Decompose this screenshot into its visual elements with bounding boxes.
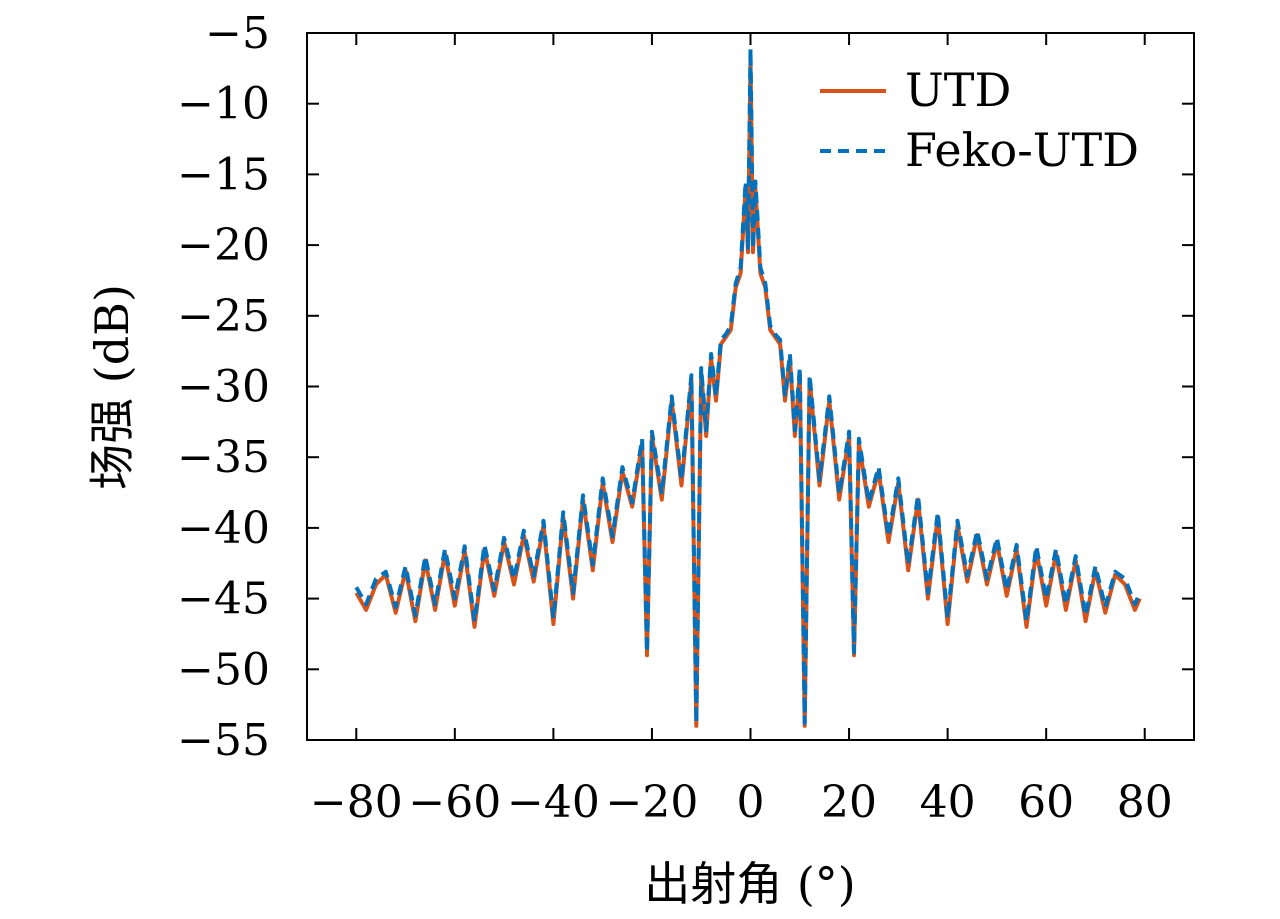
legend-label-utd: UTD — [905, 63, 1011, 117]
x-tick-label: −40 — [507, 777, 600, 828]
legend: UTD Feko-UTD — [820, 63, 1139, 177]
y-tick-label: −50 — [177, 644, 270, 695]
y-tick-label: −5 — [205, 8, 270, 59]
y-tick-label: −30 — [177, 362, 270, 413]
x-tick-label: 0 — [737, 777, 765, 828]
x-tick-label: −60 — [408, 777, 501, 828]
series-layer — [354, 46, 1142, 728]
y-tick-label: −40 — [177, 503, 270, 554]
x-tick-label: 40 — [920, 777, 976, 828]
y-tick-label: −15 — [177, 149, 270, 200]
y-tick-label: −25 — [177, 291, 270, 342]
x-tick-label: 20 — [821, 777, 877, 828]
series-line-feko-utd — [354, 46, 1142, 725]
y-tick-label: −35 — [177, 432, 270, 483]
x-tick-label: 60 — [1018, 777, 1074, 828]
y-axis-label: 场强 (dB) — [85, 284, 139, 490]
plot-frame — [306, 32, 1195, 741]
y-tick-label: −10 — [177, 79, 270, 130]
y-tick-label: −20 — [177, 220, 270, 271]
x-axis-label: 出射角 (°) — [644, 857, 856, 911]
y-tick-label: −45 — [177, 574, 270, 625]
y-tick-label: −55 — [177, 715, 270, 766]
legend-label-feko-utd: Feko-UTD — [905, 123, 1139, 177]
x-tick-label: −80 — [310, 777, 403, 828]
x-tick-label: 80 — [1117, 777, 1173, 828]
ticks-layer: −80 −60 −40 −20 0 20 40 60 80−5−10−15−20−25−30−3… — [177, 8, 1194, 828]
x-tick-label: −20 — [606, 777, 699, 828]
